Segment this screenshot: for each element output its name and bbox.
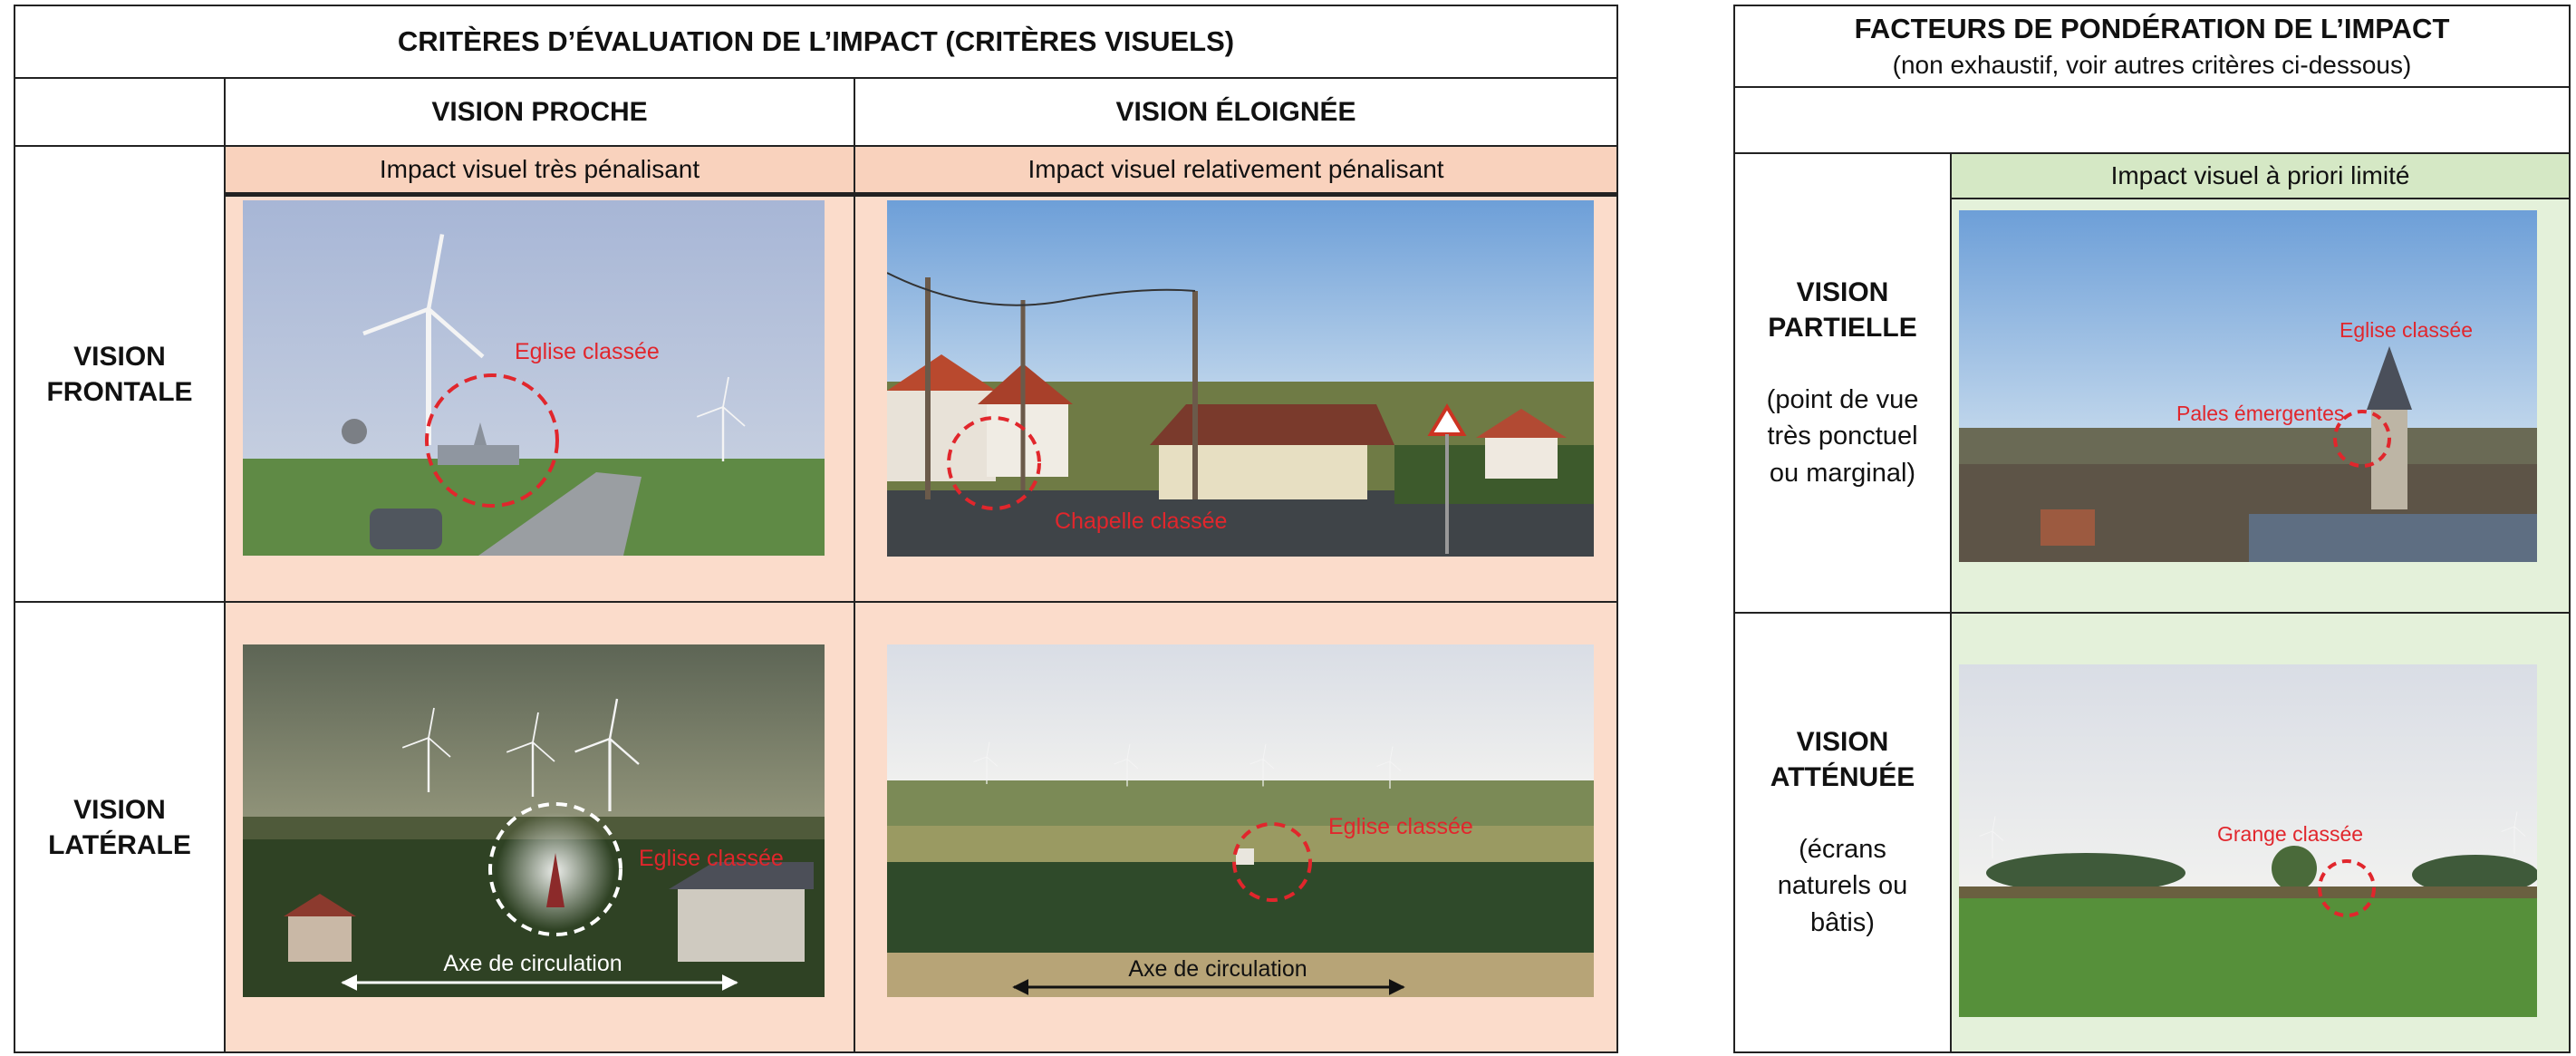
column-header: VISION ÉLOIGNÉE [854, 77, 1618, 147]
photo-annotation: Eglise classée [1328, 814, 1473, 839]
photo-annotation: Axe de circulation [443, 951, 622, 976]
column-header: VISION PROCHE [224, 77, 855, 147]
right-title-cell: FACTEURS DE PONDÉRATION DE L’IMPACT (non… [1733, 5, 2571, 88]
photo-annotation: Chapelle classée [1055, 509, 1227, 534]
photo: Eglise classée Axe de circulation [243, 644, 825, 997]
row-label-text: VISION PARTIELLE [1768, 276, 1917, 343]
photo-annotation: Grange classée [2217, 822, 2363, 846]
photo: Grange classée [1959, 664, 2537, 1017]
row-label: VISION PARTIELLE (point de vue très ponc… [1733, 152, 1952, 614]
photo-annotation: Pales émergentes [2176, 402, 2344, 425]
empty-cell [14, 77, 226, 147]
photo-annotation: Eglise classée [2340, 318, 2473, 342]
photo-annotation: Axe de circulation [1128, 956, 1307, 982]
right-subtitle: (non exhaustif, voir autres critères ci-… [1892, 51, 2412, 79]
photo-annotation: Eglise classée [639, 846, 784, 871]
photo: Chapelle classée [887, 200, 1594, 557]
right-title: FACTEURS DE PONDÉRATION DE L’IMPACT [1854, 13, 2450, 44]
photo: Eglise classée Axe de circulation [887, 644, 1594, 997]
empty-cell [1733, 86, 2571, 154]
photo-annotation: Eglise classée [515, 339, 660, 364]
row-note: (écrans naturels ou bâtis) [1777, 834, 1908, 937]
left-title: CRITÈRES D’ÉVALUATION DE L’IMPACT (CRITÈ… [14, 5, 1618, 79]
impact-header: Impact visuel relativement pénalisant [854, 145, 1618, 197]
photo: Eglise classée Pales émergentes [1959, 210, 2537, 562]
impact-header: Impact visuel très pénalisant [224, 145, 855, 197]
row-label: VISION FRONTALE [14, 145, 226, 603]
row-label-text: VISION ATTÉNUÉE [1770, 726, 1915, 792]
row-label: VISION LATÉRALE [14, 601, 226, 1053]
impact-header: Impact visuel à priori limité [1950, 152, 2571, 199]
row-label: VISION ATTÉNUÉE (écrans naturels ou bâti… [1733, 612, 1952, 1053]
photo: Eglise classée [243, 200, 825, 556]
row-note: (point de vue très ponctuel ou marginal) [1766, 384, 1919, 488]
